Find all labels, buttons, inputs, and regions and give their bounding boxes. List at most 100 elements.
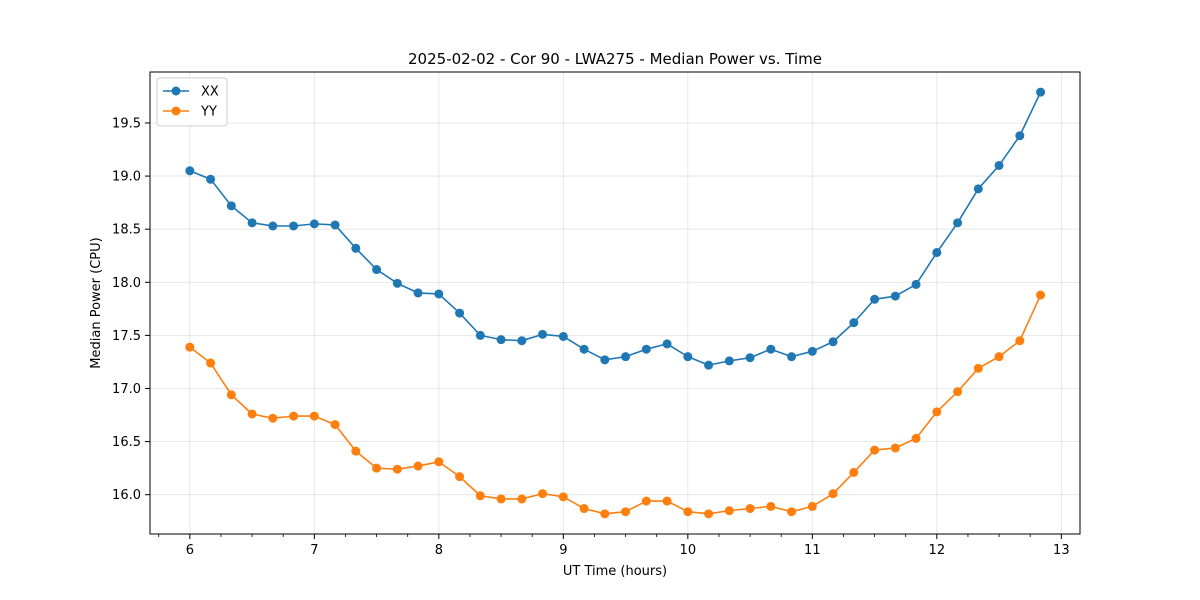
- data-point-xx: [911, 279, 921, 289]
- data-point-xx: [953, 218, 963, 228]
- y-tick-label: 17.5: [112, 329, 141, 344]
- data-point-xx: [434, 289, 444, 299]
- data-point-xx: [766, 344, 776, 354]
- legend-label-yy: YY: [200, 105, 217, 120]
- data-point-yy: [870, 445, 880, 455]
- data-point-xx: [247, 218, 257, 228]
- data-point-xx: [413, 288, 423, 298]
- data-point-xx: [662, 339, 672, 349]
- y-tick-label: 16.5: [112, 435, 141, 450]
- data-point-yy: [517, 494, 527, 504]
- data-point-xx: [1015, 131, 1025, 141]
- legend-marker-xx: [171, 86, 181, 96]
- data-point-yy: [600, 509, 610, 519]
- data-point-yy: [392, 464, 402, 474]
- data-point-xx: [621, 352, 631, 362]
- data-point-yy: [745, 504, 755, 514]
- data-point-xx: [185, 166, 195, 176]
- data-point-xx: [392, 278, 402, 288]
- data-point-yy: [268, 413, 278, 423]
- data-point-xx: [994, 160, 1004, 170]
- y-tick-label: 19.5: [112, 116, 141, 131]
- data-point-xx: [206, 174, 216, 184]
- data-point-yy: [558, 492, 568, 502]
- x-tick-label: 6: [186, 543, 194, 558]
- data-point-yy: [496, 494, 506, 504]
- data-point-yy: [890, 443, 900, 453]
- y-tick-label: 18.5: [112, 223, 141, 238]
- data-point-xx: [455, 308, 465, 318]
- data-point-yy: [994, 352, 1004, 362]
- data-point-yy: [538, 489, 548, 499]
- data-point-yy: [621, 507, 631, 517]
- data-point-xx: [538, 329, 548, 339]
- data-point-xx: [579, 344, 589, 354]
- data-point-yy: [724, 506, 734, 516]
- data-point-yy: [247, 409, 257, 419]
- data-point-xx: [849, 318, 859, 328]
- y-tick-label: 17.0: [112, 382, 141, 397]
- x-tick-label: 10: [680, 543, 697, 558]
- grid-layer: [150, 72, 1080, 534]
- y-tick-label: 18.0: [112, 276, 141, 291]
- data-point-xx: [828, 337, 838, 347]
- data-point-yy: [351, 446, 361, 456]
- data-point-xx: [558, 331, 568, 341]
- data-point-xx: [309, 219, 319, 229]
- data-point-yy: [226, 390, 236, 400]
- data-point-xx: [600, 355, 610, 365]
- data-point-xx: [870, 294, 880, 304]
- data-point-yy: [330, 420, 340, 430]
- data-point-yy: [289, 411, 299, 421]
- data-point-xx: [475, 330, 485, 340]
- x-tick-label: 11: [804, 543, 821, 558]
- data-point-xx: [517, 336, 527, 346]
- data-point-yy: [704, 509, 714, 519]
- x-axis-label: UT Time (hours): [563, 564, 667, 579]
- data-point-xx: [745, 353, 755, 363]
- data-point-xx: [973, 184, 983, 194]
- x-tick-label: 7: [310, 543, 318, 558]
- data-point-xx: [351, 243, 361, 253]
- x-tick-label: 8: [435, 543, 443, 558]
- data-point-yy: [662, 496, 672, 506]
- data-point-yy: [911, 433, 921, 443]
- legend-entries: XX YY: [163, 85, 219, 120]
- data-point-xx: [268, 221, 278, 231]
- data-point-xx: [932, 248, 942, 258]
- data-point-xx: [704, 360, 714, 370]
- axes-frame: [149, 71, 1081, 535]
- data-point-xx: [890, 291, 900, 301]
- data-point-xx: [226, 201, 236, 211]
- data-point-yy: [206, 358, 216, 368]
- data-point-yy: [434, 457, 444, 467]
- data-point-yy: [973, 363, 983, 373]
- data-point-yy: [932, 407, 942, 417]
- legend: XX YY: [156, 77, 228, 127]
- data-point-xx: [330, 220, 340, 230]
- data-point-yy: [828, 489, 838, 499]
- y-tick-label: 19.0: [112, 170, 141, 185]
- tick-layer: 6 7 8 9 10 11 12 13 16.0 16.5 17.0 17.5 18.0 18.5 19.0…: [112, 116, 1070, 558]
- legend-marker-yy: [171, 106, 181, 116]
- y-axis-label: Median Power (CPU): [89, 237, 104, 368]
- data-point-yy: [641, 496, 651, 506]
- data-point-xx: [641, 344, 651, 354]
- data-point-xx: [1036, 87, 1046, 97]
- data-point-yy: [849, 467, 859, 477]
- data-point-xx: [496, 335, 506, 345]
- data-point-yy: [413, 461, 423, 471]
- x-tick-label: 12: [929, 543, 946, 558]
- data-point-yy: [185, 342, 195, 352]
- data-point-yy: [766, 501, 776, 511]
- series-layer: [185, 87, 1046, 519]
- x-tick-label: 13: [1053, 543, 1070, 558]
- data-point-yy: [787, 507, 797, 517]
- data-point-yy: [807, 501, 817, 511]
- legend-label-xx: XX: [201, 85, 219, 100]
- data-point-xx: [724, 356, 734, 366]
- data-point-yy: [475, 491, 485, 501]
- data-point-yy: [953, 387, 963, 397]
